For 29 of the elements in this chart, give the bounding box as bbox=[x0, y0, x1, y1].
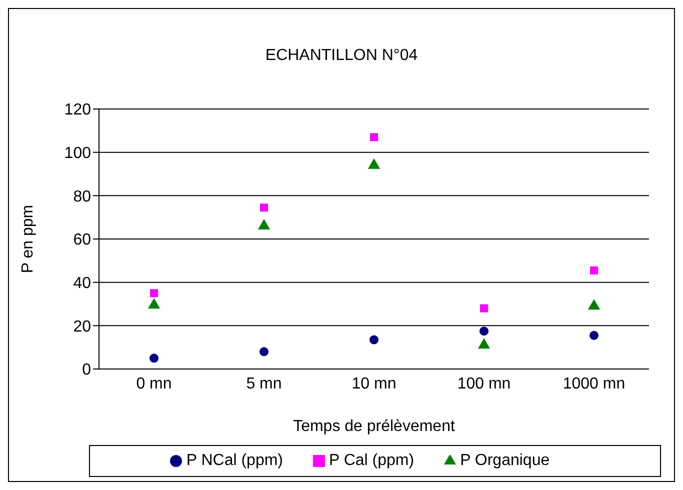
y-tick-label: 60 bbox=[73, 232, 92, 249]
y-tick-label: 120 bbox=[64, 102, 92, 119]
legend-label: P NCal (ppm) bbox=[186, 452, 283, 469]
point bbox=[370, 133, 378, 142]
y-tick-label: 80 bbox=[73, 188, 92, 206]
x-tick-label: 100 mn bbox=[457, 375, 511, 392]
point bbox=[259, 347, 269, 356]
x-tick-label: 5 mn bbox=[246, 375, 282, 392]
chart-title: ECHANTILLON N°04 bbox=[264, 47, 419, 65]
point bbox=[149, 354, 159, 363]
point bbox=[150, 289, 158, 298]
point bbox=[260, 204, 268, 212]
y-axis-title: P en ppm bbox=[20, 204, 37, 274]
point bbox=[589, 330, 599, 340]
x-axis-title: Temps de prélèvement bbox=[293, 418, 456, 435]
point bbox=[369, 335, 379, 344]
y-tick-label: 0 bbox=[82, 362, 92, 379]
y-tick-label: 40 bbox=[73, 275, 92, 292]
x-tick-label: 1000 mn bbox=[562, 375, 626, 392]
y-tick-label: 100 bbox=[64, 145, 92, 162]
legend-label: P Cal (ppm) bbox=[329, 452, 414, 469]
y-tick-label: 20 bbox=[73, 318, 92, 336]
x-tick-label: 10 mn bbox=[352, 375, 396, 392]
point bbox=[148, 298, 160, 309]
point bbox=[590, 266, 598, 274]
legend-label: P Organique bbox=[460, 452, 550, 469]
point bbox=[479, 326, 489, 336]
x-tick-label: 0 mn bbox=[136, 375, 172, 392]
point bbox=[480, 304, 488, 312]
